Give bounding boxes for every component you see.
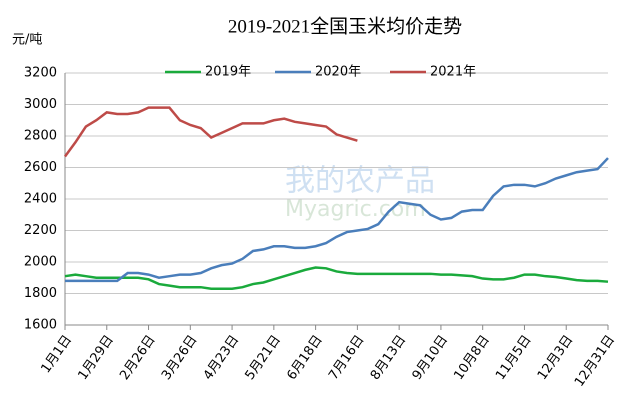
x-tick-label: 12月31日 — [572, 333, 618, 390]
x-tick-label: 4月23日 — [201, 333, 242, 383]
x-tick-label: 10月8日 — [451, 333, 492, 383]
x-tick-label: 3月26日 — [159, 333, 200, 383]
x-tick-label: 1月29日 — [75, 333, 116, 383]
legend-label: 2021年 — [430, 65, 476, 80]
x-tick-label: 7月16日 — [326, 333, 367, 383]
y-tick-label: 2400 — [24, 192, 57, 207]
x-tick-label: 8月13日 — [368, 333, 409, 383]
chart-title: 2019-2021全国玉米均价走势 — [228, 15, 462, 37]
legend-label: 2019年 — [205, 65, 251, 80]
x-tick-label: 1月1日 — [38, 333, 75, 376]
y-tick-label: 1600 — [24, 318, 57, 333]
x-tick-label: 12月3日 — [535, 333, 576, 383]
y-axis-label: 元/吨 — [12, 33, 42, 48]
legend-label: 2020年 — [315, 65, 361, 80]
y-tick-label: 3000 — [24, 97, 57, 112]
y-tick-label: 2200 — [24, 223, 57, 238]
y-tick-label: 2800 — [24, 129, 57, 144]
series-line — [64, 266, 609, 291]
y-tick-label: 1800 — [24, 286, 57, 301]
series-line — [65, 157, 609, 283]
series-line — [63, 106, 358, 158]
x-tick-label: 11月5日 — [493, 333, 534, 383]
x-tick-label: 6月18日 — [284, 333, 325, 383]
x-tick-label: 9月10日 — [410, 333, 451, 383]
y-tick-label: 3200 — [24, 66, 57, 81]
watermark: 我的农产品 — [285, 164, 435, 199]
y-tick-label: 2000 — [24, 255, 57, 270]
x-tick-label: 5月21日 — [243, 333, 284, 383]
y-tick-label: 2600 — [24, 160, 57, 175]
x-tick-label: 2月26日 — [117, 333, 158, 383]
watermark-url: Myagric.com — [285, 197, 426, 222]
